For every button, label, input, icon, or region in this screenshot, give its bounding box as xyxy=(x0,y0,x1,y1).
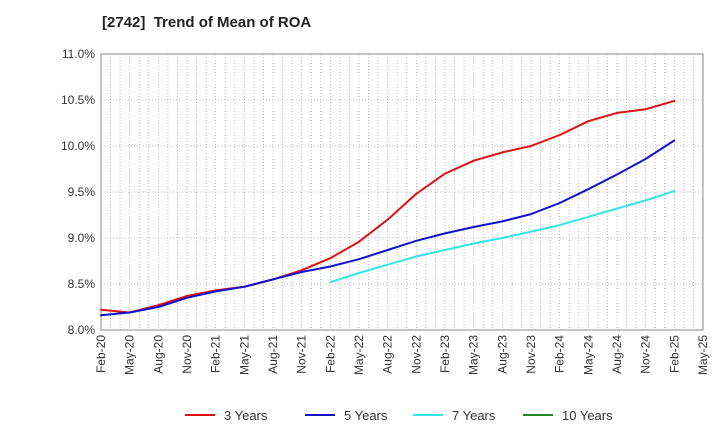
x-tick-label: Feb-21 xyxy=(209,335,223,373)
legend-label-7-years: 7 Years xyxy=(452,408,496,423)
x-tick-label: Aug-20 xyxy=(151,335,165,374)
y-tick-label: 10.0% xyxy=(61,139,95,153)
x-tick-label: May-23 xyxy=(467,335,481,375)
x-tick-label: Aug-21 xyxy=(266,335,280,374)
x-tick-label: Nov-20 xyxy=(180,335,194,374)
x-tick-label: May-20 xyxy=(123,335,137,375)
x-tick-label: Feb-22 xyxy=(323,335,337,373)
x-tick-label: Nov-22 xyxy=(409,335,423,374)
x-tick-label: May-24 xyxy=(581,335,595,375)
x-tick-label: Aug-23 xyxy=(495,335,509,374)
x-tick-label: Aug-22 xyxy=(381,335,395,374)
series-line-5-years xyxy=(100,139,676,317)
y-tick-label: 9.5% xyxy=(68,185,96,199)
x-tick-label: Feb-24 xyxy=(553,335,567,373)
y-tick-label: 8.0% xyxy=(68,323,96,337)
y-tick-label: 9.0% xyxy=(68,231,96,245)
legend-layer: 3 Years 5 Years 7 Years 10 Years xyxy=(185,408,613,423)
legend-label-3-years: 3 Years xyxy=(224,408,268,423)
legend-label-5-years: 5 Years xyxy=(344,408,388,423)
axis-layer: 8.0% 8.5% 9.0% 9.5% 10.0% 10.5% 11.0% Feb-20 May… xyxy=(61,47,710,375)
chart-title: [2742] Trend of Mean of ROA xyxy=(102,14,312,31)
x-tick-label: May-22 xyxy=(352,335,366,375)
y-tick-label: 11.0% xyxy=(62,47,95,61)
series-line-7-years xyxy=(329,190,676,284)
x-tick-label: Nov-24 xyxy=(639,335,653,374)
legend-label-10-years: 10 Years xyxy=(562,408,613,423)
y-tick-label: 10.5% xyxy=(61,93,95,107)
series-layer xyxy=(100,99,676,317)
plot-frame xyxy=(100,53,704,331)
grid-layer xyxy=(100,53,704,331)
x-tick-label: May-25 xyxy=(696,335,710,375)
series-line-3-years xyxy=(100,99,676,314)
x-tick-label: May-21 xyxy=(237,335,251,375)
x-tick-label: Nov-21 xyxy=(295,335,309,374)
x-tick-label: Nov-23 xyxy=(524,335,538,374)
x-tick-label: Aug-24 xyxy=(610,335,624,374)
x-tick-label: Feb-20 xyxy=(94,335,108,373)
x-tick-label: Feb-25 xyxy=(667,335,681,373)
x-tick-label: Feb-23 xyxy=(438,335,452,373)
y-tick-label: 8.5% xyxy=(68,277,96,291)
